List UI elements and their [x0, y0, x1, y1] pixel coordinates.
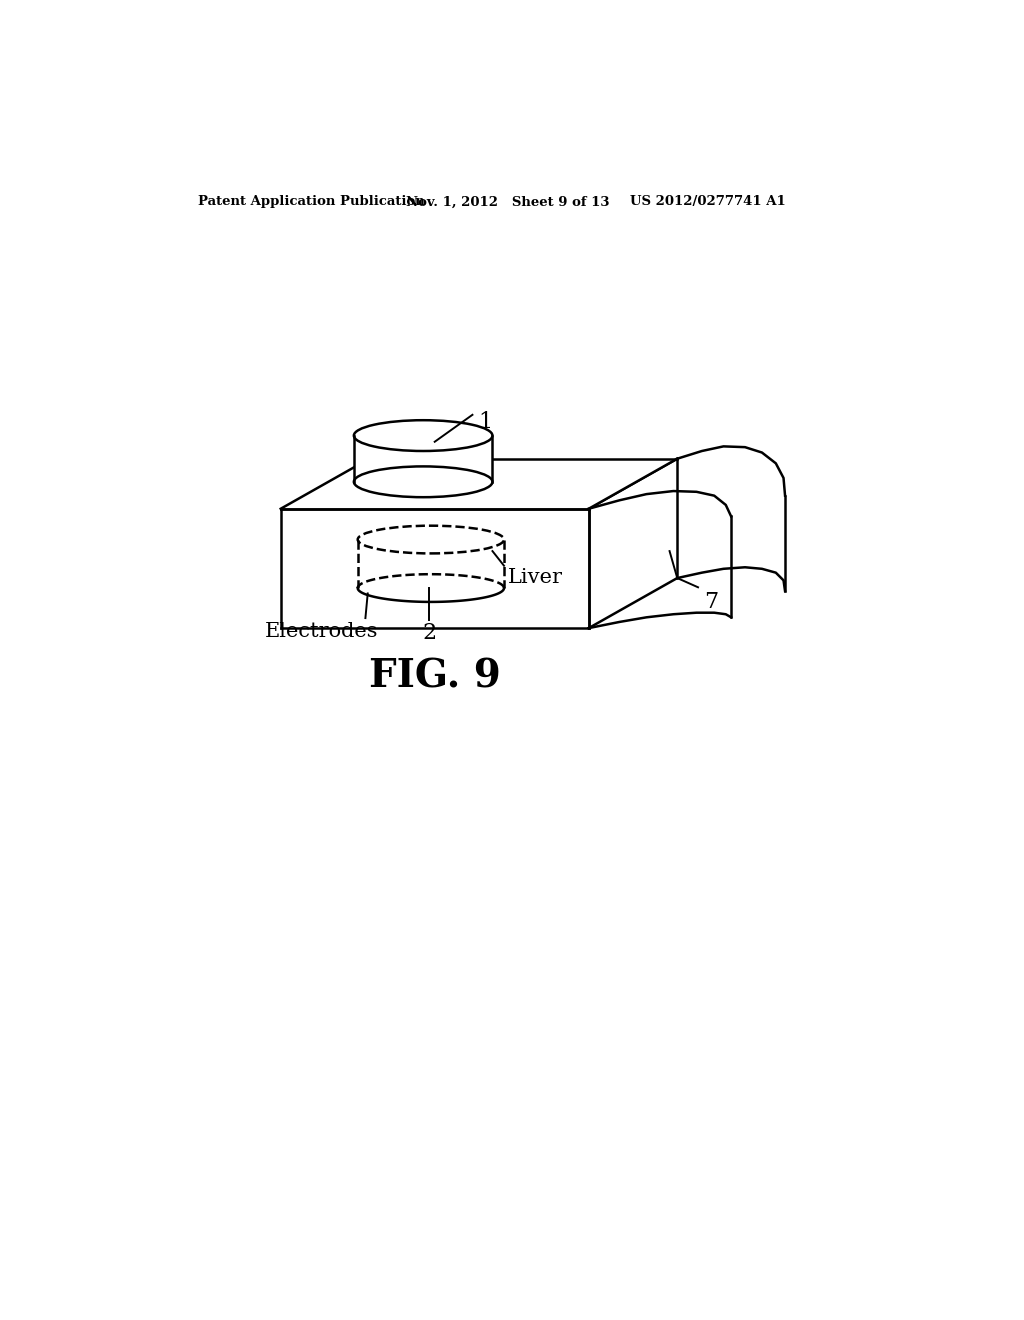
- Polygon shape: [589, 491, 731, 628]
- Polygon shape: [354, 436, 493, 482]
- Text: Liver: Liver: [508, 568, 563, 587]
- Polygon shape: [589, 446, 785, 516]
- Polygon shape: [281, 459, 677, 508]
- Polygon shape: [589, 459, 677, 628]
- Text: 7: 7: [705, 591, 718, 612]
- Polygon shape: [677, 446, 785, 591]
- Text: FIG. 9: FIG. 9: [369, 657, 501, 696]
- Text: 1: 1: [478, 411, 493, 433]
- Ellipse shape: [354, 420, 493, 451]
- Text: Electrodes: Electrodes: [265, 622, 379, 642]
- Text: 2: 2: [422, 622, 436, 644]
- Text: Patent Application Publication: Patent Application Publication: [199, 195, 425, 209]
- Polygon shape: [281, 508, 589, 628]
- Text: Nov. 1, 2012   Sheet 9 of 13: Nov. 1, 2012 Sheet 9 of 13: [407, 195, 609, 209]
- Text: US 2012/0277741 A1: US 2012/0277741 A1: [630, 195, 785, 209]
